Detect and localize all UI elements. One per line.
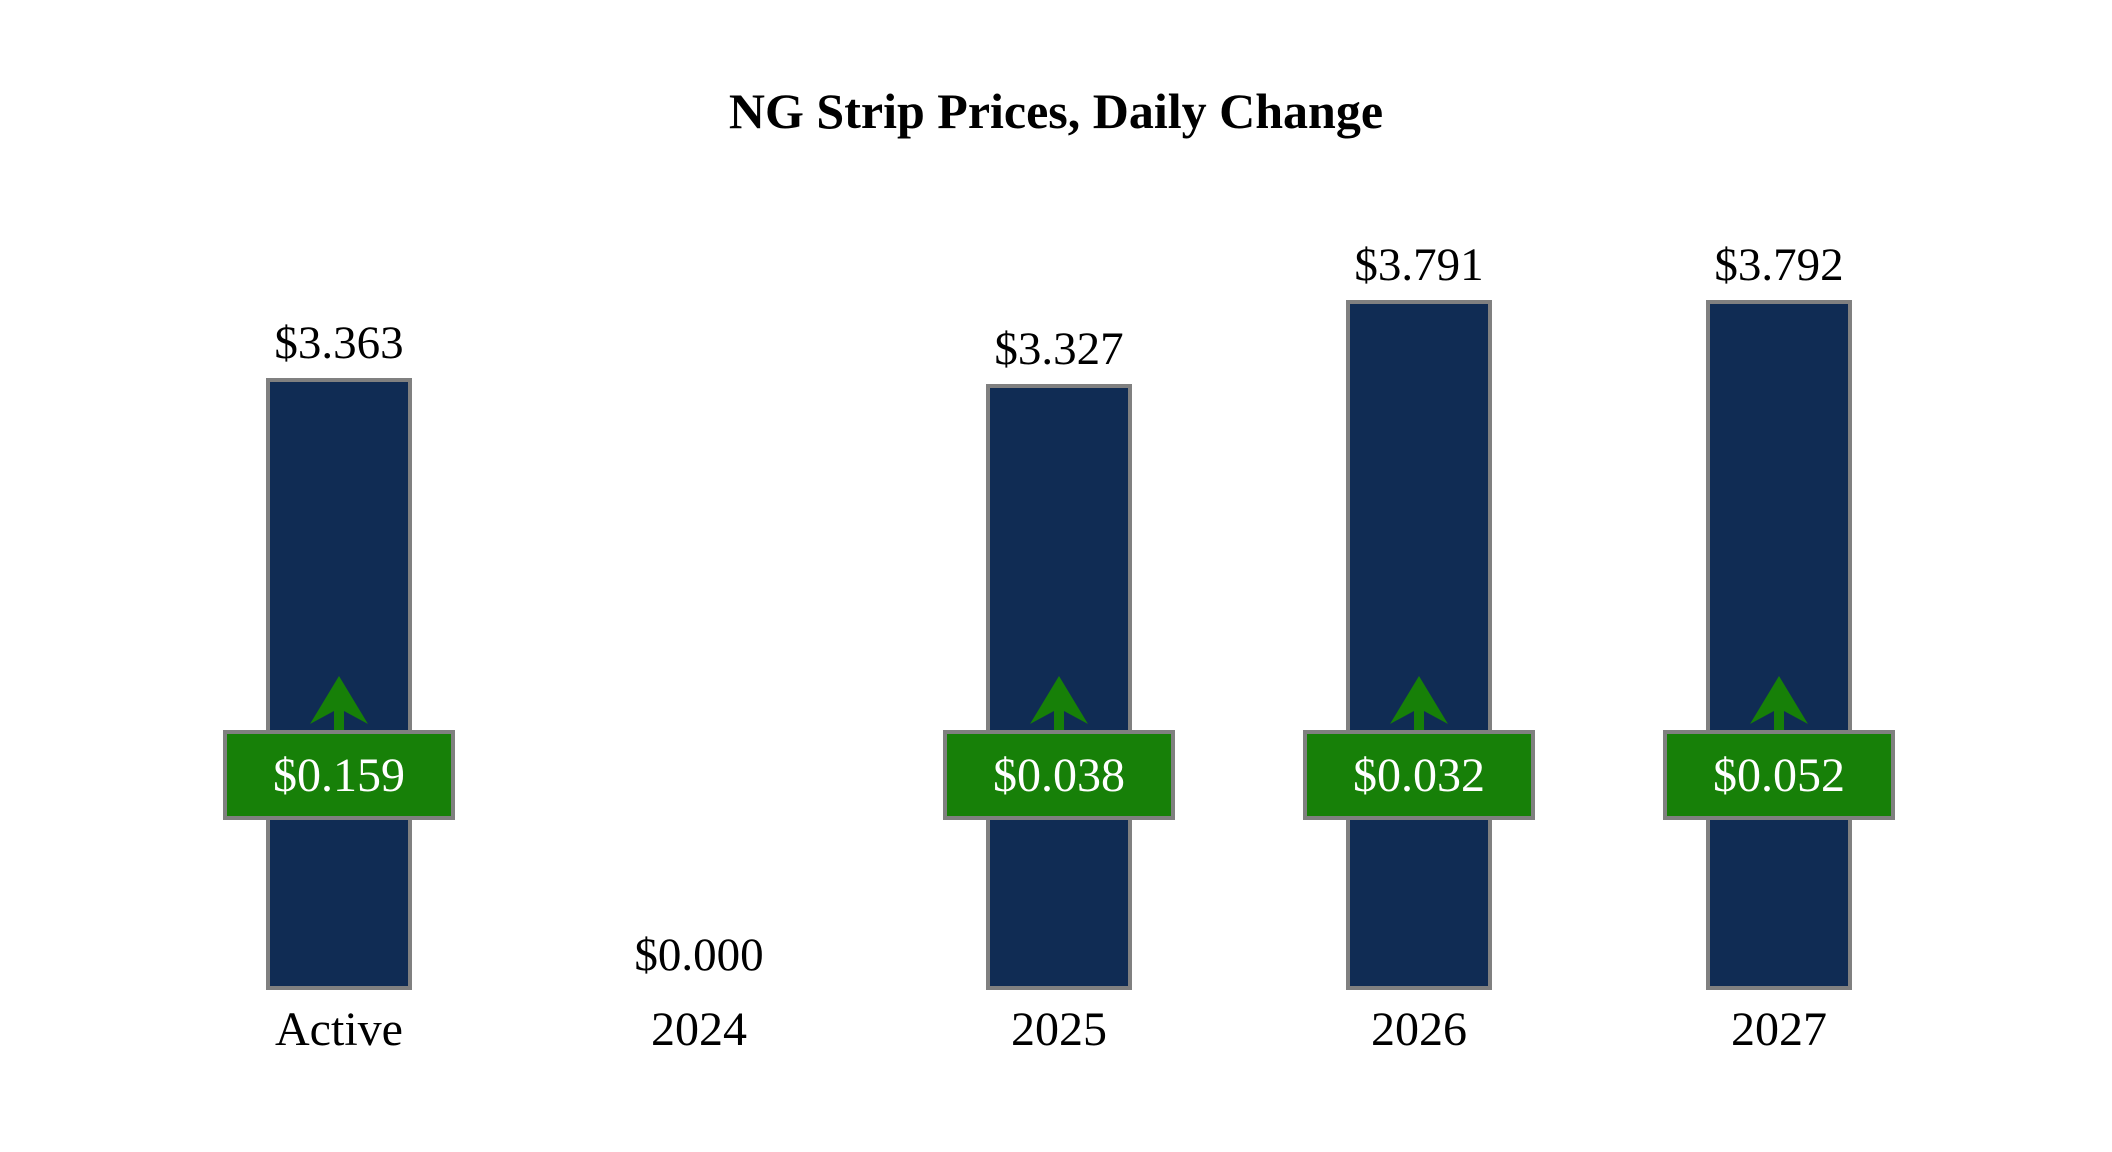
daily-change-badge: $0.159 (223, 730, 455, 820)
bar-value-label: $3.791 (1354, 239, 1484, 291)
category-label-2026: 2026 (1371, 1003, 1467, 1056)
bar-value-label: $3.327 (994, 323, 1124, 375)
up-arrow-icon (1390, 676, 1448, 730)
up-arrow-icon (1030, 676, 1088, 730)
daily-change-badge: $0.032 (1303, 730, 1535, 820)
category-label-active: Active (275, 1003, 403, 1056)
category-label-2027: 2027 (1731, 1003, 1827, 1056)
up-arrow-icon (1750, 676, 1808, 730)
bar-value-label: $3.792 (1714, 239, 1844, 291)
bar-2027 (1706, 300, 1852, 990)
bar-value-label: $0.000 (634, 929, 764, 981)
bar-value-label: $3.363 (274, 317, 404, 369)
chart-title: NG Strip Prices, Daily Change (728, 83, 1384, 139)
category-label-2025: 2025 (1011, 1003, 1107, 1056)
daily-change-badge: $0.052 (1663, 730, 1895, 820)
category-label-2024: 2024 (651, 1003, 747, 1056)
up-arrow-icon (310, 676, 368, 730)
bar-2026 (1346, 300, 1492, 990)
daily-change-badge: $0.038 (943, 730, 1175, 820)
